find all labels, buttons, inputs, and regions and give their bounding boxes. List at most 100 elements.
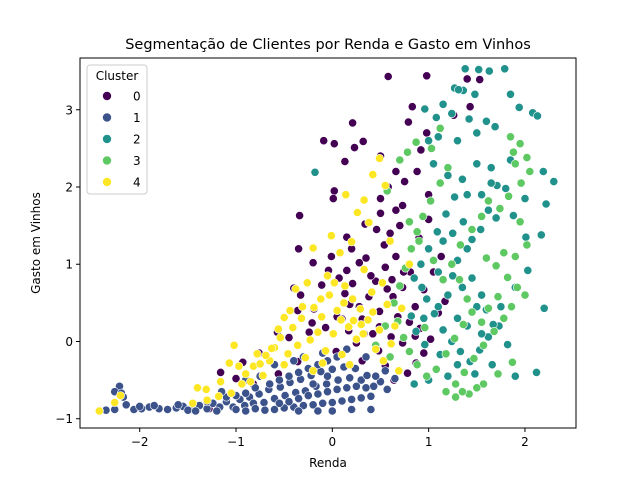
data-point-cluster-4 xyxy=(344,322,354,332)
data-point-cluster-4 xyxy=(324,290,334,300)
data-point-cluster-0 xyxy=(317,280,327,290)
data-point-cluster-2 xyxy=(409,273,419,283)
data-point-cluster-3 xyxy=(477,317,486,327)
data-point-cluster-4 xyxy=(336,315,346,325)
data-point-cluster-0 xyxy=(391,205,401,215)
data-point-cluster-1 xyxy=(323,371,332,381)
data-point-cluster-3 xyxy=(447,259,457,269)
data-point-cluster-3 xyxy=(418,211,428,221)
data-point-cluster-2 xyxy=(462,244,472,254)
data-point-cluster-2 xyxy=(433,132,443,142)
data-point-cluster-3 xyxy=(506,132,515,142)
data-point-cluster-4 xyxy=(316,294,326,304)
data-point-cluster-0 xyxy=(304,327,314,337)
data-point-cluster-2 xyxy=(420,340,430,349)
data-point-cluster-0 xyxy=(326,252,336,261)
data-point-cluster-4 xyxy=(382,299,392,309)
data-point-cluster-2 xyxy=(477,290,486,300)
legend-marker-4 xyxy=(102,177,112,187)
data-point-cluster-0 xyxy=(358,136,368,146)
data-point-cluster-2 xyxy=(422,294,432,304)
data-point-cluster-4 xyxy=(380,181,390,190)
data-point-cluster-3 xyxy=(435,123,445,133)
data-point-cluster-3 xyxy=(385,352,395,362)
data-point-cluster-1 xyxy=(241,388,251,398)
legend-marker-1 xyxy=(102,112,112,123)
data-point-cluster-3 xyxy=(422,371,432,381)
data-point-cluster-4 xyxy=(394,366,404,376)
data-point-cluster-3 xyxy=(403,147,412,157)
data-point-cluster-4 xyxy=(351,334,361,344)
data-point-cluster-1 xyxy=(149,401,159,410)
data-point-cluster-1 xyxy=(121,400,131,410)
data-point-cluster-1 xyxy=(371,371,381,381)
data-point-cluster-4 xyxy=(255,359,265,369)
data-point-cluster-0 xyxy=(348,118,357,128)
data-point-cluster-2 xyxy=(549,177,559,186)
data-point-cluster-4 xyxy=(267,343,277,353)
data-point-cluster-2 xyxy=(420,104,430,114)
data-point-cluster-4 xyxy=(214,391,224,401)
data-point-cluster-2 xyxy=(406,311,416,321)
y-tick-label: 1 xyxy=(65,258,73,272)
data-point-cluster-0 xyxy=(231,374,241,383)
data-point-cluster-2 xyxy=(429,159,438,169)
data-point-cluster-2 xyxy=(509,211,518,220)
data-point-cluster-1 xyxy=(356,375,366,385)
data-point-cluster-4 xyxy=(226,388,236,398)
data-point-cluster-0 xyxy=(465,102,475,112)
data-point-cluster-3 xyxy=(493,292,503,302)
data-point-cluster-2 xyxy=(486,178,496,188)
x-tick-label: 0 xyxy=(329,435,337,449)
data-point-cluster-4 xyxy=(258,371,268,380)
legend-box xyxy=(86,64,148,195)
data-point-cluster-4 xyxy=(305,335,315,345)
data-point-cluster-4 xyxy=(348,294,357,304)
data-point-cluster-2 xyxy=(481,116,491,126)
data-point-cluster-0 xyxy=(368,329,378,339)
data-point-cluster-0 xyxy=(426,334,435,344)
data-point-cluster-2 xyxy=(500,64,510,74)
data-point-cluster-3 xyxy=(481,253,491,263)
data-point-cluster-2 xyxy=(433,267,443,277)
y-tick-label: 3 xyxy=(65,103,73,117)
legend-marker-2 xyxy=(102,134,112,144)
data-point-cluster-2 xyxy=(501,184,511,193)
data-point-cluster-3 xyxy=(395,281,405,291)
data-point-cluster-3 xyxy=(520,290,530,300)
chart-title: Segmentação de Clientes por Renda e Gast… xyxy=(125,37,531,53)
data-point-cluster-1 xyxy=(191,406,200,416)
data-point-cluster-0 xyxy=(395,221,405,230)
data-point-cluster-2 xyxy=(438,99,448,109)
data-point-cluster-2 xyxy=(438,236,448,246)
data-point-cluster-0 xyxy=(307,318,317,328)
data-point-cluster-0 xyxy=(382,284,392,294)
data-point-cluster-3 xyxy=(469,354,479,363)
legend-label-3: 3 xyxy=(133,154,141,168)
data-point-cluster-2 xyxy=(467,235,477,244)
data-point-cluster-4 xyxy=(340,281,350,291)
data-point-cluster-2 xyxy=(477,329,486,339)
data-point-cluster-0 xyxy=(398,201,407,210)
data-point-cluster-3 xyxy=(455,275,464,285)
data-point-cluster-2 xyxy=(432,227,442,237)
data-point-cluster-2 xyxy=(470,369,480,379)
data-point-cluster-4 xyxy=(347,237,356,247)
data-point-cluster-4 xyxy=(359,195,369,205)
data-point-cluster-4 xyxy=(390,321,400,331)
data-point-cluster-4 xyxy=(110,398,120,407)
data-point-cluster-2 xyxy=(454,85,463,95)
data-point-cluster-2 xyxy=(487,360,497,370)
data-point-cluster-2 xyxy=(491,213,501,223)
data-point-cluster-2 xyxy=(538,167,548,176)
data-point-cluster-4 xyxy=(345,360,355,370)
data-point-cluster-3 xyxy=(516,178,526,188)
data-point-cluster-4 xyxy=(300,353,310,363)
data-point-cluster-0 xyxy=(416,145,426,155)
data-point-cluster-1 xyxy=(270,405,279,414)
y-tick-label: 0 xyxy=(65,335,73,349)
data-point-cluster-2 xyxy=(521,232,531,242)
legend-marker-3 xyxy=(102,155,112,166)
data-point-cluster-4 xyxy=(328,329,338,339)
data-point-cluster-2 xyxy=(477,190,486,200)
